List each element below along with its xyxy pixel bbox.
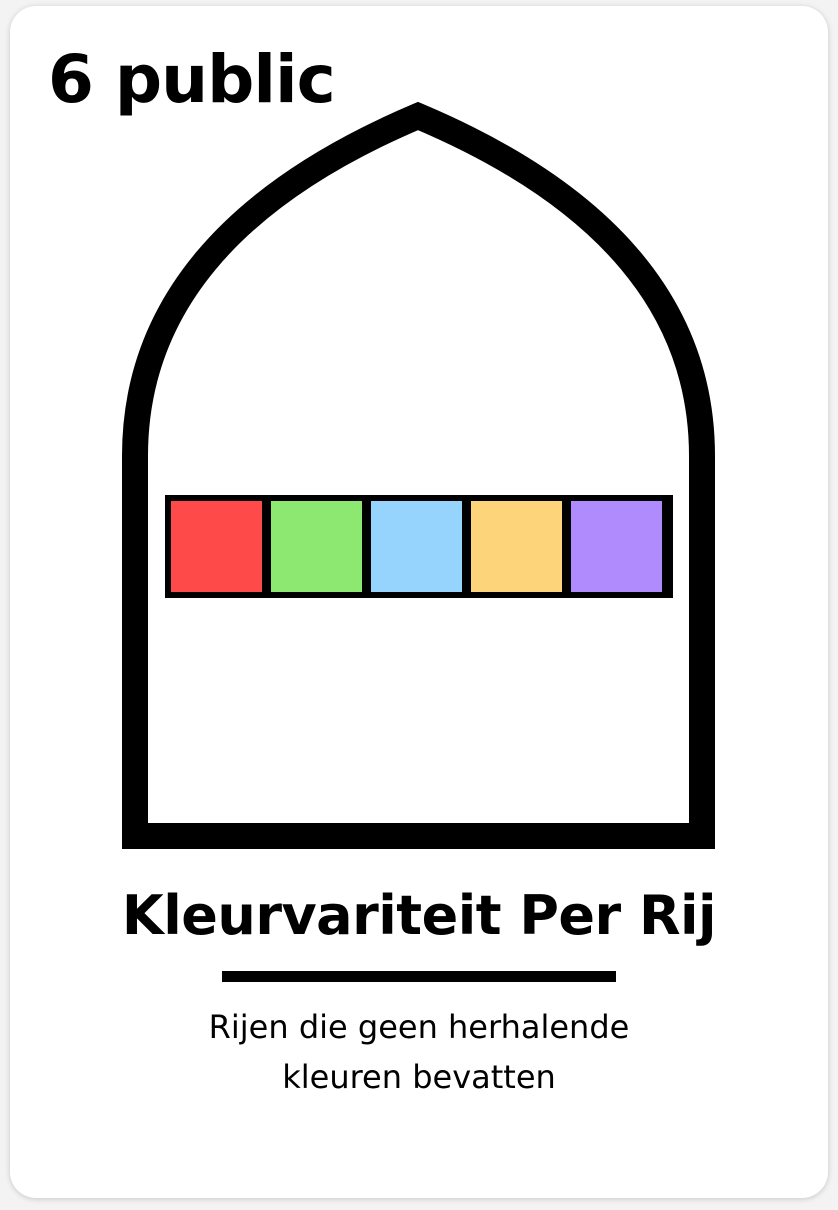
- color-tile-purple: [571, 501, 662, 592]
- color-tile-row: [165, 495, 673, 598]
- card-title: Kleurvariteit Per Rij: [121, 884, 717, 947]
- description-line-1: Rijen die geen herhalende: [208, 1008, 630, 1046]
- objective-card[interactable]: 6 public Kleurvariteit Per Rij Rijen die…: [10, 6, 828, 1198]
- color-tile-blue: [371, 501, 462, 592]
- title-divider: [222, 971, 616, 982]
- color-tile-yellow: [471, 501, 562, 592]
- color-tile-green: [271, 501, 362, 592]
- card-description: Rijen die geen herhalende kleuren bevatt…: [10, 1002, 828, 1102]
- window-frame: [122, 101, 715, 849]
- color-tile-red: [171, 501, 262, 592]
- arched-window-illustration: [122, 101, 715, 849]
- description-line-2: kleuren bevatten: [282, 1058, 556, 1096]
- points-label: 6 public: [48, 41, 336, 118]
